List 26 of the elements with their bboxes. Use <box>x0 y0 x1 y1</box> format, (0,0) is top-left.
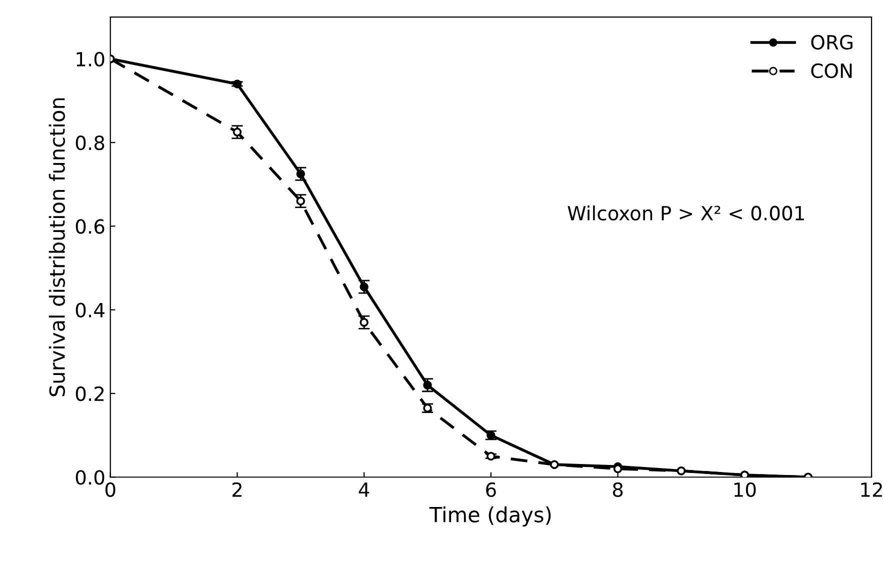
x-tick-label: 8 <box>612 482 623 498</box>
x-tick-label: 6 <box>486 482 496 498</box>
y-tick-label: 0.0 <box>76 470 104 485</box>
x-tick-label: 4 <box>358 482 370 497</box>
y-tick-label: 0.8 <box>76 135 104 150</box>
point <box>232 80 242 88</box>
x-tick-label: 12 <box>861 482 882 497</box>
legend-label: CON <box>811 63 852 78</box>
point <box>296 170 306 178</box>
x-tick-label: 2 <box>232 482 242 497</box>
y-tick-label: 1.0 <box>76 52 104 67</box>
x-tick-label: 0 <box>105 482 116 498</box>
point <box>486 452 496 461</box>
point <box>232 128 242 136</box>
point <box>423 380 432 390</box>
y-tick-label: 0.2 <box>76 386 104 402</box>
legend-label: ORG <box>811 34 852 50</box>
point <box>296 196 306 206</box>
annotation: Wilcoxon P > X² < 0.001 <box>568 205 804 221</box>
y-axis-title: Survival distribution function <box>48 98 65 396</box>
point <box>360 282 368 292</box>
point <box>360 318 368 327</box>
x-axis-title: Time (days) <box>429 506 551 527</box>
y-tick-label: 0.6 <box>76 219 104 234</box>
y-tick-label: 0.4 <box>76 302 104 318</box>
x-tick-label: 10 <box>734 482 756 498</box>
